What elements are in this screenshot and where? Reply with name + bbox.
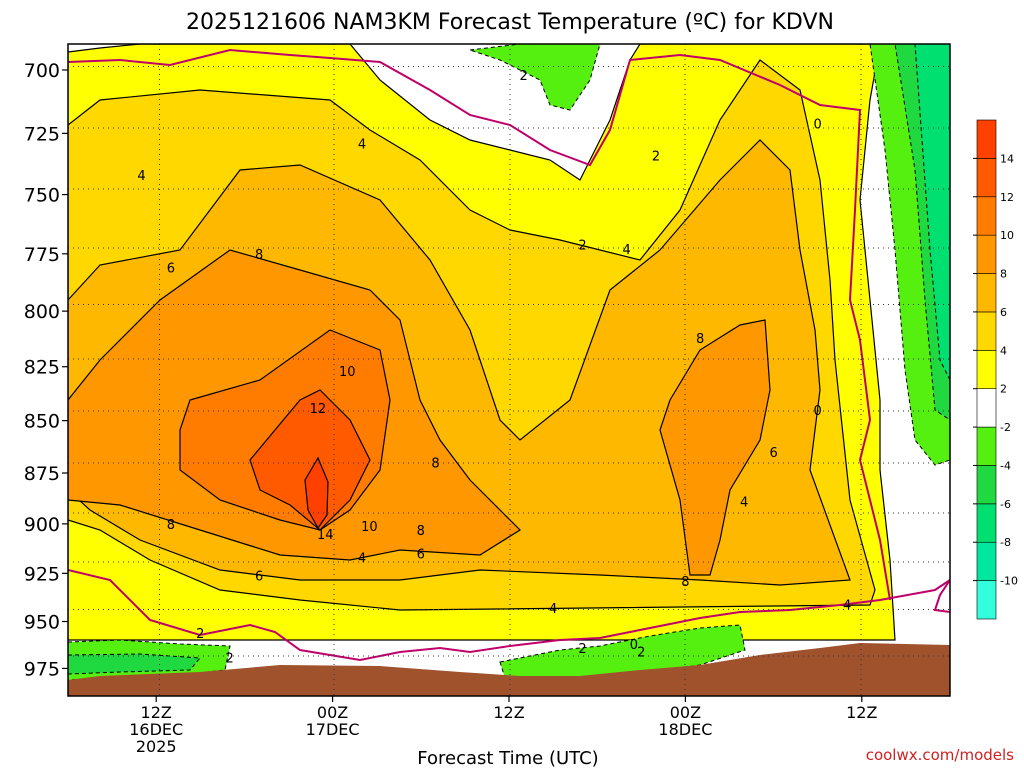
x-tick-label: 17DEC bbox=[306, 720, 360, 739]
colorbar: -10 -8 -6 -4 -2 2 4 6 8 10 12 14 bbox=[973, 119, 1018, 620]
x-tick-label: 16DEC bbox=[129, 720, 183, 739]
contour-label: 2 bbox=[196, 627, 204, 642]
x-tick-label: 18DEC bbox=[658, 720, 712, 739]
zero-line-far-east bbox=[933, 579, 950, 613]
zero-line-south bbox=[68, 569, 950, 662]
contour-label: 6 bbox=[167, 262, 175, 277]
colorbar-swatch bbox=[976, 158, 997, 198]
contour-label: 12 bbox=[310, 402, 327, 417]
contour-label: 8 bbox=[431, 457, 439, 472]
colorbar-swatch bbox=[976, 541, 997, 581]
y-tick-label: 950 bbox=[24, 612, 60, 634]
colorbar-label: 14 bbox=[1000, 152, 1014, 165]
colorbar-swatch bbox=[976, 273, 997, 313]
colorbar-swatch bbox=[976, 119, 997, 159]
colorbar-label: 8 bbox=[1000, 268, 1007, 281]
y-tick-label: 775 bbox=[24, 244, 60, 266]
colorbar-label: 12 bbox=[1000, 191, 1014, 204]
colorbar-label: 4 bbox=[1000, 344, 1007, 357]
colorbar-label: 6 bbox=[1000, 306, 1007, 319]
colorbar-label: -4 bbox=[1000, 459, 1011, 472]
contour-label: 0 bbox=[630, 638, 638, 653]
x-tick-label: 2025 bbox=[136, 737, 177, 756]
colorbar-label: 10 bbox=[1000, 229, 1014, 242]
colorbar-swatch bbox=[976, 426, 997, 466]
chart-title: 2025121606 NAM3KM Forecast Temperature (… bbox=[186, 10, 834, 35]
contour-label: 4 bbox=[622, 243, 630, 258]
contour-label: 6 bbox=[255, 569, 263, 584]
contour-label: 2 bbox=[226, 651, 234, 666]
contour-label: 2 bbox=[652, 150, 660, 165]
colorbar-swatch bbox=[976, 580, 997, 620]
y-tick-label: 850 bbox=[24, 411, 60, 433]
contour-label: 4 bbox=[137, 169, 145, 184]
x-tick-label: 12Z bbox=[846, 703, 877, 722]
y-tick-label: 975 bbox=[24, 658, 60, 680]
contour-label: 2 bbox=[520, 69, 528, 84]
x-axis-label: Forecast Time (UTC) bbox=[417, 748, 598, 768]
contour-label: 4 bbox=[549, 602, 557, 617]
colorbar-label: -10 bbox=[1000, 575, 1018, 588]
contour-label: 4 bbox=[358, 137, 366, 152]
contour-label: 8 bbox=[696, 332, 704, 347]
zero-line-north bbox=[68, 48, 891, 601]
contour-label: 4 bbox=[843, 598, 851, 613]
band-8-10-east bbox=[659, 319, 771, 576]
contour-label: 8 bbox=[255, 248, 263, 263]
ground-terrain bbox=[68, 643, 950, 696]
y-tick-label: 900 bbox=[24, 514, 60, 536]
x-tick-label: 12Z bbox=[493, 703, 524, 722]
contour-label: 10 bbox=[361, 520, 378, 535]
contour-label: 6 bbox=[769, 446, 777, 461]
contour-label: 8 bbox=[417, 524, 425, 539]
y-tick-label: 800 bbox=[24, 301, 60, 323]
y-tick-label: 700 bbox=[24, 60, 60, 82]
colorbar-swatch bbox=[976, 503, 997, 543]
y-tick-label: 750 bbox=[24, 185, 60, 207]
contour-label: 4 bbox=[358, 552, 366, 567]
grid-vertical bbox=[159, 44, 862, 696]
colorbar-swatch bbox=[976, 196, 997, 236]
contour-label: 2 bbox=[578, 642, 586, 657]
colorbar-label: -8 bbox=[1000, 536, 1011, 549]
contour-label: 14 bbox=[317, 528, 334, 543]
source-credit: coolwx.com/models bbox=[866, 746, 1014, 764]
colorbar-label: -2 bbox=[1000, 421, 1011, 434]
contour-label: 8 bbox=[167, 518, 175, 533]
colorbar-swatch bbox=[976, 234, 997, 274]
y-tick-label: 875 bbox=[24, 463, 60, 485]
contour-label: 0 bbox=[814, 117, 822, 132]
y-axis: 700 725 750 775 800 825 850 875 900 925 950 975 bbox=[24, 60, 68, 680]
colorbar-label: 2 bbox=[1000, 383, 1007, 396]
contour-label: 0 bbox=[814, 404, 822, 419]
colorbar-swatch bbox=[976, 311, 997, 351]
colorbar-swatch bbox=[976, 350, 997, 389]
contour-label: 2 bbox=[637, 646, 645, 661]
contour-label: 2 bbox=[578, 238, 586, 253]
x-tick-label: 00Z bbox=[670, 703, 701, 722]
colorbar-swatch bbox=[976, 388, 997, 428]
x-tick-label: 12Z bbox=[141, 703, 172, 722]
colorbar-swatch bbox=[976, 465, 997, 505]
contour-label: 6 bbox=[417, 548, 425, 563]
y-tick-label: 825 bbox=[24, 357, 60, 379]
contour-label: 4 bbox=[740, 496, 748, 511]
grid-horizontal bbox=[68, 66, 950, 657]
y-tick-label: 925 bbox=[24, 563, 60, 585]
band-12-14 bbox=[249, 389, 371, 531]
contour-label: 10 bbox=[339, 365, 356, 380]
contour-label: 8 bbox=[681, 575, 689, 590]
colorbar-label: -6 bbox=[1000, 498, 1011, 511]
y-tick-label: 725 bbox=[24, 123, 60, 145]
cold-region-sw-2 bbox=[68, 653, 202, 675]
band-14-16 bbox=[304, 456, 329, 530]
x-tick-label: 00Z bbox=[317, 703, 348, 722]
